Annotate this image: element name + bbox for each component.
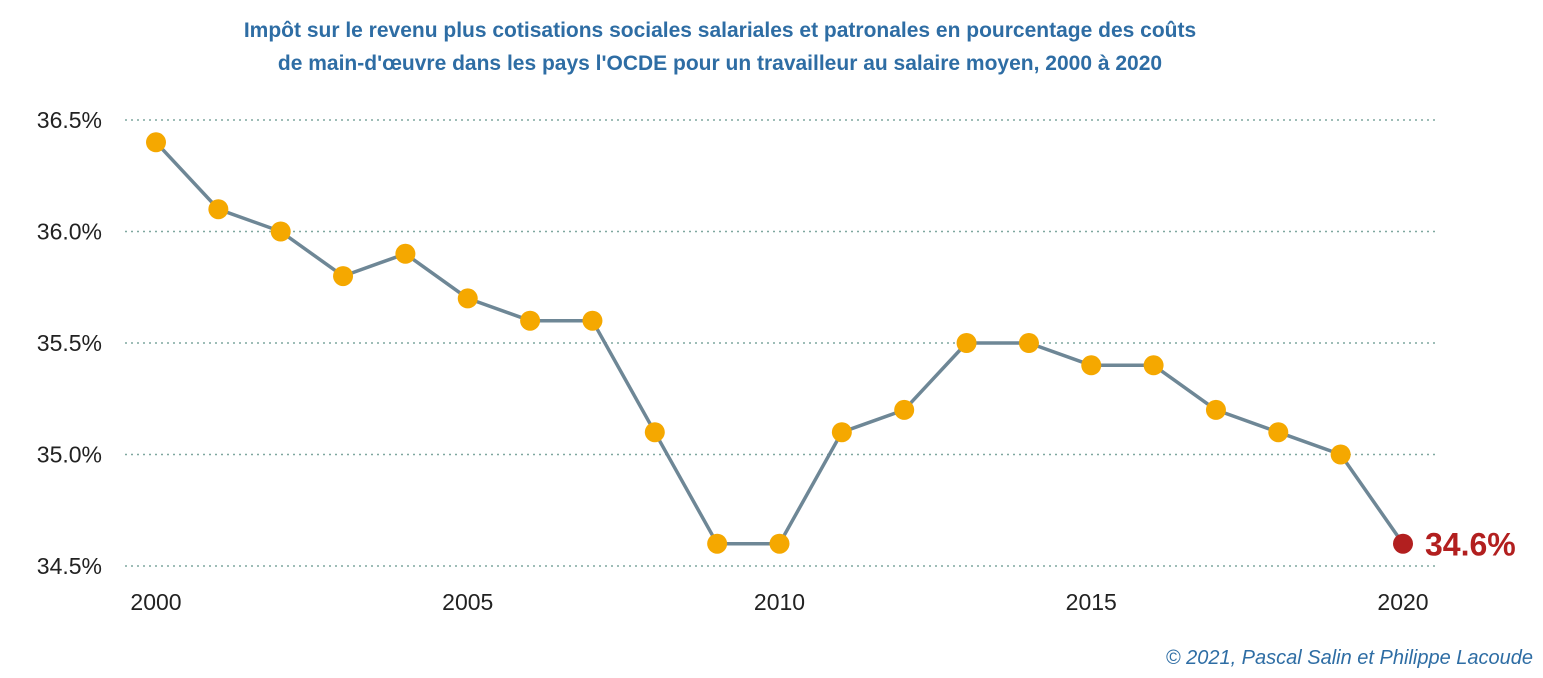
data-point [769,533,790,554]
y-tick-label: 35.5% [37,330,102,356]
y-tick-label: 35.0% [37,442,102,468]
data-point [831,422,852,443]
line-chart: 36.5% 36.0% 35.5% 35.0% 34.5% 2000 2005 2010 201… [37,107,1516,615]
data-point [956,333,977,353]
data-point [395,243,416,264]
y-tick-label: 36.5% [37,107,102,133]
data-point [457,288,478,309]
last-data-point [1393,533,1413,554]
x-tick-label: 2010 [754,589,805,615]
data-point [270,221,291,242]
data-point [582,310,603,331]
data-point [1143,355,1164,376]
data-point [520,310,541,331]
data-point [707,533,728,554]
data-point [333,266,354,287]
chart-title-line-1: Impôt sur le revenu plus cotisations soc… [243,19,1197,42]
y-tick-label: 36.0% [37,219,102,245]
data-point [894,399,915,420]
data-point [1268,422,1289,443]
y-tick-label: 34.5% [37,553,102,579]
data-point [1081,355,1102,376]
data-point [644,422,665,443]
data-point [1018,333,1039,353]
chart-title: Impôt sur le revenu plus cotisations soc… [0,14,1440,80]
x-tick-label: 2020 [1377,589,1428,615]
copyright-note: © 2021, Pascal Salin et Philippe Lacoude [1165,647,1533,669]
x-tick-label: 2000 [130,589,181,615]
final-value-label: 34.6% [1425,527,1516,563]
data-point [208,199,229,220]
data-point [146,132,166,153]
x-tick-label: 2015 [1066,589,1117,615]
x-tick-label: 2005 [442,589,493,615]
chart-title-line-2: de main-d'œuvre dans les pays l'OCDE pou… [277,52,1163,75]
data-point [1205,399,1226,420]
data-point [1330,444,1351,465]
